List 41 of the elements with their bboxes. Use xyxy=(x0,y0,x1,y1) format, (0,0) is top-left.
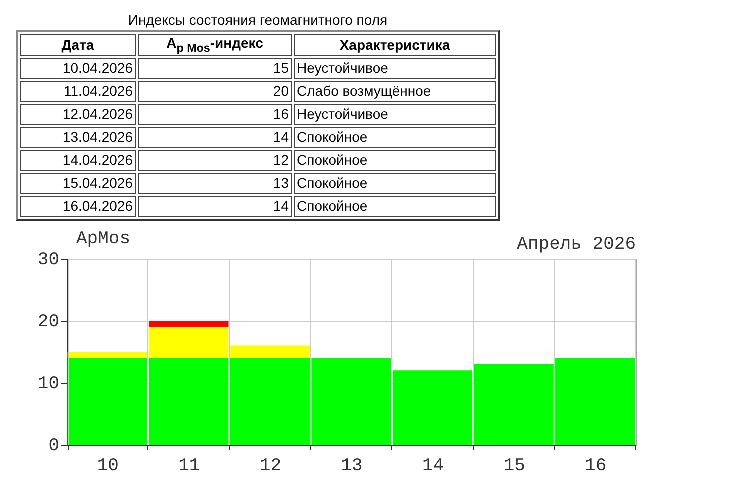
data-label: 15 xyxy=(138,58,292,79)
chart-title: Апрель 2026 xyxy=(517,235,636,255)
text: A$_{p Mos}$-индекс xyxy=(138,34,292,56)
x-tick-label: 16 xyxy=(585,456,607,476)
x-tick-label: 11 xyxy=(178,456,200,476)
text: Спокойное xyxy=(294,196,496,217)
text: Спокойное xyxy=(294,126,496,148)
category-label: 11.04.2026 xyxy=(20,80,136,102)
x-tick-label: 14 xyxy=(422,456,444,476)
y-axis-title: ApMos xyxy=(76,230,131,250)
text: Характеристика xyxy=(294,34,496,56)
data-label: 16 xyxy=(138,104,292,125)
x-tick-label: 12 xyxy=(260,456,282,476)
category-label: 12.04.2026 xyxy=(20,104,136,125)
data-label: 20 xyxy=(138,80,292,102)
x-tick-label: 15 xyxy=(504,456,526,476)
data-label: 14 xyxy=(138,126,292,148)
category-label: 16.04.2026 xyxy=(20,196,136,217)
text: Спокойное xyxy=(294,150,496,171)
text: Дата xyxy=(20,34,136,56)
data-label: 13 xyxy=(138,172,292,194)
bar xyxy=(149,321,229,328)
category-label: 14.04.2026 xyxy=(20,150,136,171)
category-label: 10.04.2026 xyxy=(20,58,136,79)
bar xyxy=(68,358,148,445)
category-label: 13.04.2026 xyxy=(20,126,136,148)
data-label: 14 xyxy=(138,196,292,217)
text: Индексы состояния геомагнитного поля xyxy=(127,12,389,30)
y-tick-label: 30 xyxy=(38,250,60,270)
text: Неустойчивое xyxy=(294,58,496,79)
text: Слабо возмущённое xyxy=(294,80,496,102)
bar xyxy=(68,352,148,358)
y-tick-label: 10 xyxy=(38,374,60,394)
category-label: 15.04.2026 xyxy=(20,172,136,194)
data-label: 12 xyxy=(138,150,292,171)
x-tick-label: 13 xyxy=(341,456,363,476)
x-tick-label: 10 xyxy=(97,456,119,476)
y-tick-label: 0 xyxy=(48,436,60,456)
text: Неустойчивое xyxy=(294,104,496,125)
y-tick-label: 20 xyxy=(38,312,60,332)
text: Спокойное xyxy=(294,172,496,194)
